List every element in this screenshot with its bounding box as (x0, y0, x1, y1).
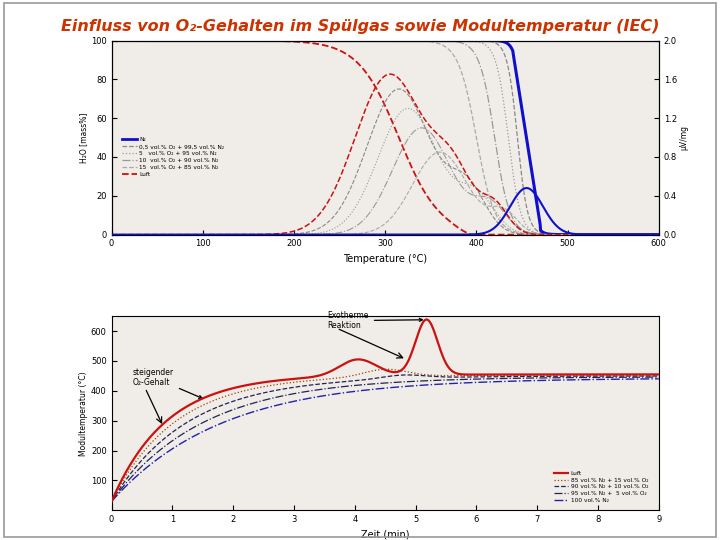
Y-axis label: H₂O [mass%]: H₂O [mass%] (79, 112, 89, 163)
Y-axis label: μV/mg: μV/mg (680, 125, 689, 150)
X-axis label: Zeit (min): Zeit (min) (361, 530, 410, 539)
Text: Einfluss von O₂-Gehalten im Spülgas sowie Modultemperatur (IEC): Einfluss von O₂-Gehalten im Spülgas sowi… (60, 19, 660, 34)
Text: Exotherme
Reaktion: Exotherme Reaktion (328, 311, 423, 330)
Y-axis label: Modultemperatur (°C): Modultemperatur (°C) (79, 371, 88, 456)
Legend: Luft, 85 vol.% N₂ + 15 vol.% O₂, 90 vol.% N₂ + 10 vol.% O₂, 95 vol.% N₂ +  5 vol: Luft, 85 vol.% N₂ + 15 vol.% O₂, 90 vol.… (552, 468, 650, 505)
Legend: N₂, 0,5 vol.% O₂ + 99,5 vol.% N₂, 5   vol.% O₂ + 95 vol.% N₂, 10  vol.% O₂ + 90 : N₂, 0,5 vol.% O₂ + 99,5 vol.% N₂, 5 vol.… (120, 135, 227, 179)
Text: steigender
O₂-Gehalt: steigender O₂-Gehalt (133, 368, 202, 399)
X-axis label: Temperature (°C): Temperature (°C) (343, 254, 427, 264)
